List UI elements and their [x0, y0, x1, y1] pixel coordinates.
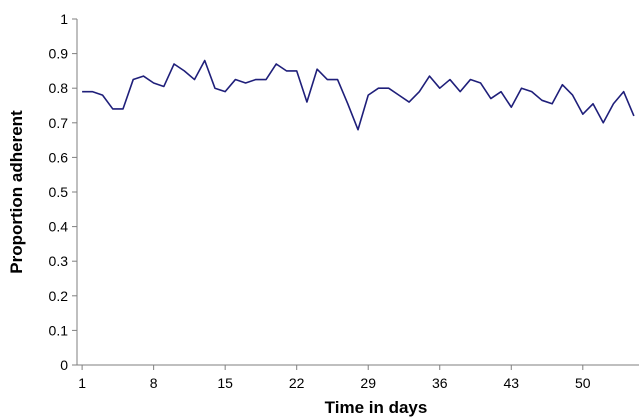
- x-axis-ticks: 1 8 15 22 29 36 43 50: [78, 365, 591, 391]
- x-tick-label: 1: [78, 375, 86, 391]
- y-axis-ticks: 0 0.1 0.2 0.3 0.4 0.5 0.6 0.7 0.8 0.9 1: [49, 11, 77, 373]
- y-tick-label: 0.3: [49, 253, 69, 269]
- y-tick-label: 0.8: [49, 80, 69, 96]
- y-tick-label: 0.6: [49, 149, 69, 165]
- y-axis-title: Proportion adherent: [7, 110, 26, 274]
- y-tick-label: 0.2: [49, 288, 69, 304]
- series-group: [82, 59, 635, 131]
- x-tick-label: 29: [360, 375, 376, 391]
- x-axis-title: Time in days: [325, 398, 428, 417]
- y-tick-label: 0.7: [49, 115, 69, 131]
- x-tick-label: 8: [150, 375, 158, 391]
- x-tick-label: 50: [575, 375, 591, 391]
- y-tick-label: 0: [60, 357, 68, 373]
- y-tick-label: 0.1: [49, 322, 69, 338]
- y-tick-label: 0.5: [49, 184, 69, 200]
- x-tick-label: 43: [503, 375, 519, 391]
- x-tick-label: 15: [217, 375, 233, 391]
- y-tick-label: 0.4: [49, 219, 69, 235]
- series-line: [82, 59, 635, 131]
- y-tick-label: 1: [60, 11, 68, 27]
- x-tick-label: 22: [289, 375, 305, 391]
- x-tick-label: 36: [432, 375, 448, 391]
- y-tick-label: 0.9: [49, 46, 69, 62]
